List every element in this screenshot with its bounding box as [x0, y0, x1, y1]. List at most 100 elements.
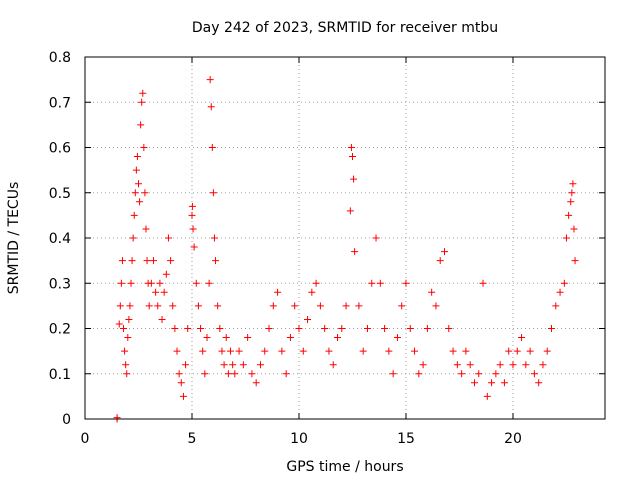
data-point	[411, 347, 419, 355]
data-point	[164, 234, 172, 242]
data-point	[124, 334, 132, 342]
data-point	[149, 257, 157, 265]
data-point	[134, 180, 142, 188]
data-point	[505, 347, 513, 355]
data-point	[522, 361, 530, 369]
data-point	[571, 257, 579, 265]
data-point	[120, 325, 128, 332]
data-point	[562, 234, 570, 242]
x-tick-label: 20	[504, 431, 522, 447]
data-point	[265, 325, 273, 332]
data-point	[308, 288, 316, 296]
data-point	[334, 334, 342, 342]
data-point	[227, 347, 235, 355]
data-point	[152, 288, 160, 296]
data-point	[199, 347, 207, 355]
data-point	[329, 361, 337, 369]
y-axis-label: SRMTID / TECUs	[6, 182, 22, 295]
data-point	[492, 370, 500, 378]
data-point	[556, 288, 564, 296]
data-point	[128, 257, 136, 265]
data-point	[192, 279, 200, 287]
data-point	[156, 279, 164, 287]
data-point	[274, 288, 282, 296]
data-point	[539, 361, 547, 369]
data-point	[488, 379, 496, 387]
data-point	[286, 334, 294, 342]
data-point	[282, 370, 290, 378]
data-point	[138, 98, 146, 106]
data-point	[208, 144, 216, 151]
x-tick-label: 0	[81, 431, 90, 447]
data-point	[123, 370, 131, 378]
data-point	[348, 153, 356, 161]
data-point	[428, 288, 436, 296]
y-tick-label: 0.2	[49, 322, 71, 338]
data-point	[145, 302, 153, 310]
data-point	[470, 379, 478, 387]
data-point	[130, 211, 138, 219]
points-layer	[113, 76, 579, 423]
data-point	[201, 370, 209, 378]
data-point	[139, 89, 147, 97]
data-point	[244, 334, 252, 342]
data-point	[212, 257, 220, 265]
data-point	[194, 302, 202, 310]
data-point	[129, 234, 137, 242]
data-point	[261, 347, 269, 355]
y-tick-label: 0.6	[49, 141, 71, 157]
data-point	[220, 361, 228, 369]
x-axis-label: GPS time / hours	[286, 459, 403, 475]
data-point	[214, 302, 222, 310]
data-point	[206, 76, 214, 84]
data-point	[252, 379, 260, 387]
data-point	[475, 370, 483, 378]
data-point	[278, 347, 286, 355]
chart-title: Day 242 of 2023, SRMTID for receiver mtb…	[192, 20, 498, 36]
data-point	[160, 288, 168, 296]
data-point	[500, 379, 508, 387]
data-point	[325, 347, 333, 355]
data-point	[182, 361, 190, 369]
plot-frame	[84, 56, 606, 420]
data-point	[453, 361, 461, 369]
data-point	[137, 121, 145, 129]
data-point	[169, 302, 177, 310]
data-point	[432, 302, 440, 310]
data-point	[458, 370, 466, 378]
data-point	[441, 248, 449, 256]
data-point	[567, 198, 575, 206]
data-point	[338, 325, 346, 332]
y-tick-label: 0.3	[49, 276, 71, 292]
data-point	[355, 302, 363, 310]
y-tick-label: 0.7	[49, 95, 71, 111]
data-point	[483, 392, 491, 400]
y-tick-label: 0.4	[49, 231, 71, 247]
x-tick-label: 5	[188, 431, 197, 447]
data-point	[197, 325, 205, 332]
data-point	[526, 347, 534, 355]
data-point	[126, 302, 134, 310]
data-point	[203, 334, 211, 342]
data-point	[133, 153, 141, 161]
data-point	[171, 325, 179, 332]
data-point	[295, 325, 303, 332]
data-point	[543, 347, 551, 355]
data-point	[177, 379, 185, 387]
data-point	[113, 414, 121, 422]
data-point	[291, 302, 299, 310]
data-point	[363, 325, 371, 332]
data-point	[269, 302, 277, 310]
data-point	[402, 279, 410, 287]
data-point	[131, 189, 139, 197]
tick-layer: 0 0.1 0.2 0.3 0.4 0.5 0.6 0.7 0.8 0 5 10 15 20	[49, 50, 605, 447]
data-point	[347, 144, 355, 151]
data-point	[372, 234, 380, 242]
data-point	[218, 347, 226, 355]
data-point	[299, 347, 307, 355]
data-point	[122, 361, 130, 369]
data-point	[385, 347, 393, 355]
data-point	[188, 211, 196, 219]
